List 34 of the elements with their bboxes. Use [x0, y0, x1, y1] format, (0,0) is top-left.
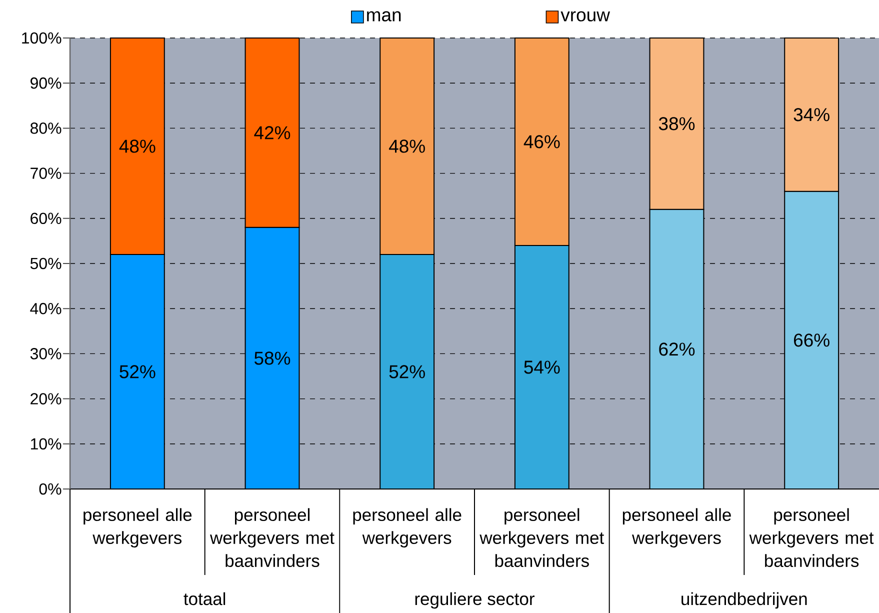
- x-tick-label: personeel werkgevers met baanvinders: [749, 508, 874, 568]
- y-tick-label: 80%: [30, 122, 62, 134]
- x-tick-label: personeel werkgevers met baanvinders: [210, 508, 334, 568]
- y-tick-label: 100%: [22, 32, 62, 44]
- y-tick-label: 10%: [31, 438, 62, 450]
- y-tick-label: 60%: [30, 212, 62, 224]
- text: totaal: [184, 592, 226, 606]
- data-label: 34%: [794, 108, 830, 122]
- legend-label: vrouw: [560, 11, 610, 22]
- data-label: 54%: [524, 360, 560, 374]
- data-label: 48%: [119, 140, 156, 153]
- data-label: 66%: [794, 334, 830, 347]
- x-tick-label: personeel werkgevers met baanvinders: [480, 508, 604, 568]
- legend-label: man: [367, 11, 401, 22]
- data-label: 38%: [658, 117, 695, 130]
- data-label: 42%: [254, 126, 290, 140]
- y-tick-label: 70%: [30, 168, 62, 179]
- x-tick-label: personeel alle werkgevers: [622, 508, 731, 548]
- data-label: 48%: [388, 140, 425, 153]
- text: reguliere sector: [415, 592, 534, 609]
- text: uitzendbedrijven: [682, 592, 807, 609]
- y-tick-label: 20%: [30, 393, 62, 404]
- data-label: 52%: [389, 365, 425, 378]
- data-label: 58%: [254, 352, 290, 365]
- y-tick-label: 50%: [30, 258, 62, 270]
- y-tick-label: 30%: [30, 348, 62, 360]
- data-label: 62%: [659, 342, 695, 356]
- y-tick-label: 90%: [30, 77, 62, 89]
- x-tick-label: personeel alle werkgevers: [84, 508, 192, 548]
- y-tick-label: 40%: [30, 302, 62, 314]
- data-label: 46%: [524, 135, 560, 148]
- y-tick-label: 0%: [39, 483, 62, 495]
- data-label: 52%: [120, 365, 156, 378]
- x-tick-label: personeel alle werkgevers: [353, 508, 462, 548]
